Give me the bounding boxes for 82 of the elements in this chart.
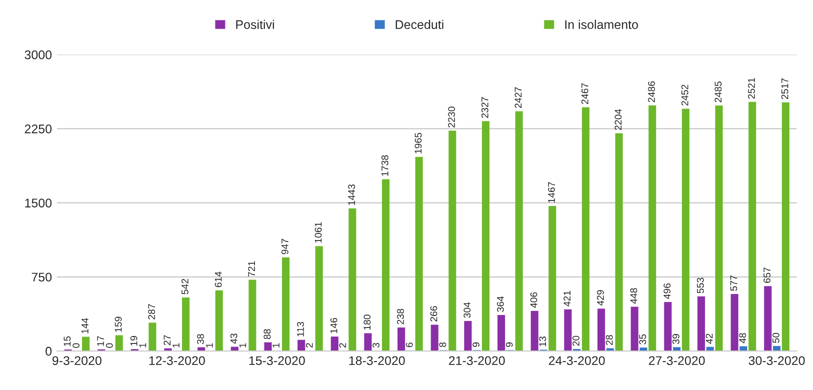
data-label: 113	[297, 322, 304, 336]
data-label: 28	[606, 335, 613, 345]
data-label: 50	[772, 332, 780, 343]
data-label: 614	[214, 272, 222, 288]
data-label: 2467	[581, 83, 588, 104]
data-label: 2	[306, 343, 313, 348]
data-label: 1	[239, 343, 246, 348]
data-label: 2427	[514, 87, 522, 108]
data-label: 577	[730, 275, 738, 291]
data-label: 553	[696, 278, 704, 294]
x-tick-label: 27-3-2020	[648, 356, 705, 366]
data-label: 2486	[648, 81, 655, 102]
data-label: 15	[64, 336, 71, 346]
data-label: 180	[364, 314, 371, 330]
data-label: 287	[148, 304, 156, 320]
x-tick-label: 30-3-2020	[748, 356, 805, 366]
data-label: 2452	[681, 84, 688, 106]
data-label: 406	[530, 292, 538, 308]
data-label: 421	[564, 290, 570, 306]
data-label: 2	[339, 343, 346, 348]
data-label: 88	[264, 329, 271, 340]
data-label: 2230	[448, 106, 455, 128]
data-label: 42	[706, 334, 713, 344]
data-label: 35	[639, 334, 646, 344]
data-label: 9	[506, 342, 513, 347]
data-label: 27	[164, 335, 171, 346]
data-label: 1	[206, 343, 213, 348]
data-label: 496	[664, 283, 670, 299]
data-label: 159	[114, 316, 122, 332]
data-label: 2517	[781, 78, 788, 100]
data-label: 1738	[381, 155, 388, 176]
data-label: 1467	[548, 182, 555, 203]
x-tick-label: 18-3-2020	[349, 356, 405, 366]
data-label: 19	[130, 336, 138, 346]
data-label: 39	[672, 334, 680, 344]
y-tick-label: 750	[32, 272, 52, 282]
data-label: 947	[281, 238, 288, 254]
data-label: 266	[430, 306, 438, 322]
x-tick-label: 24-3-2020	[548, 356, 605, 366]
data-label: 2204	[614, 109, 622, 130]
data-label: 429	[596, 290, 604, 306]
data-label: 0	[72, 343, 80, 348]
x-tick-label: 9-3-2020	[52, 356, 102, 366]
data-label: 1	[139, 343, 146, 348]
data-label: 1	[172, 343, 180, 348]
y-tick-label: 3000	[24, 50, 52, 60]
data-label: 38	[197, 334, 204, 344]
y-tick-label: 0	[46, 346, 52, 356]
data-label: 448	[630, 288, 638, 304]
data-label: 3	[372, 342, 380, 348]
x-tick-label: 21-3-2020	[448, 356, 505, 366]
data-label: 9	[472, 342, 480, 347]
data-label: 238	[397, 308, 404, 324]
data-label: 48	[739, 333, 746, 344]
data-label: 43	[230, 334, 238, 344]
data-label: 13	[539, 336, 546, 346]
y-tick-label: 2250	[24, 124, 52, 134]
data-label: 542	[181, 278, 188, 294]
data-label: 2485	[714, 81, 722, 102]
data-label: 6	[406, 342, 413, 348]
data-label: 1965	[414, 132, 422, 154]
data-label: 657	[764, 268, 770, 283]
data-label: 17	[97, 336, 104, 346]
data-label: 364	[496, 296, 504, 312]
data-label: 20	[572, 336, 580, 346]
data-label: 1061	[314, 222, 322, 243]
data-label: 144	[82, 318, 88, 334]
data-label: 2327	[481, 97, 488, 118]
x-tick-label: 12-3-2020	[149, 356, 205, 366]
data-label: 146	[330, 318, 338, 334]
legend-label: In isolamento	[565, 20, 638, 30]
legend-label: Deceduti	[396, 20, 444, 30]
x-tick-label: 15-3-2020	[249, 356, 305, 366]
data-label: 1	[272, 343, 280, 348]
y-tick-label: 1500	[25, 198, 52, 208]
legend-label: Positivi	[236, 20, 274, 30]
data-label: 721	[248, 261, 255, 276]
data-label: 304	[464, 302, 471, 318]
data-label: 1443	[348, 184, 356, 205]
data-label: 8	[439, 342, 446, 348]
data-label: 2521	[748, 78, 755, 99]
data-label: 0	[106, 343, 113, 348]
